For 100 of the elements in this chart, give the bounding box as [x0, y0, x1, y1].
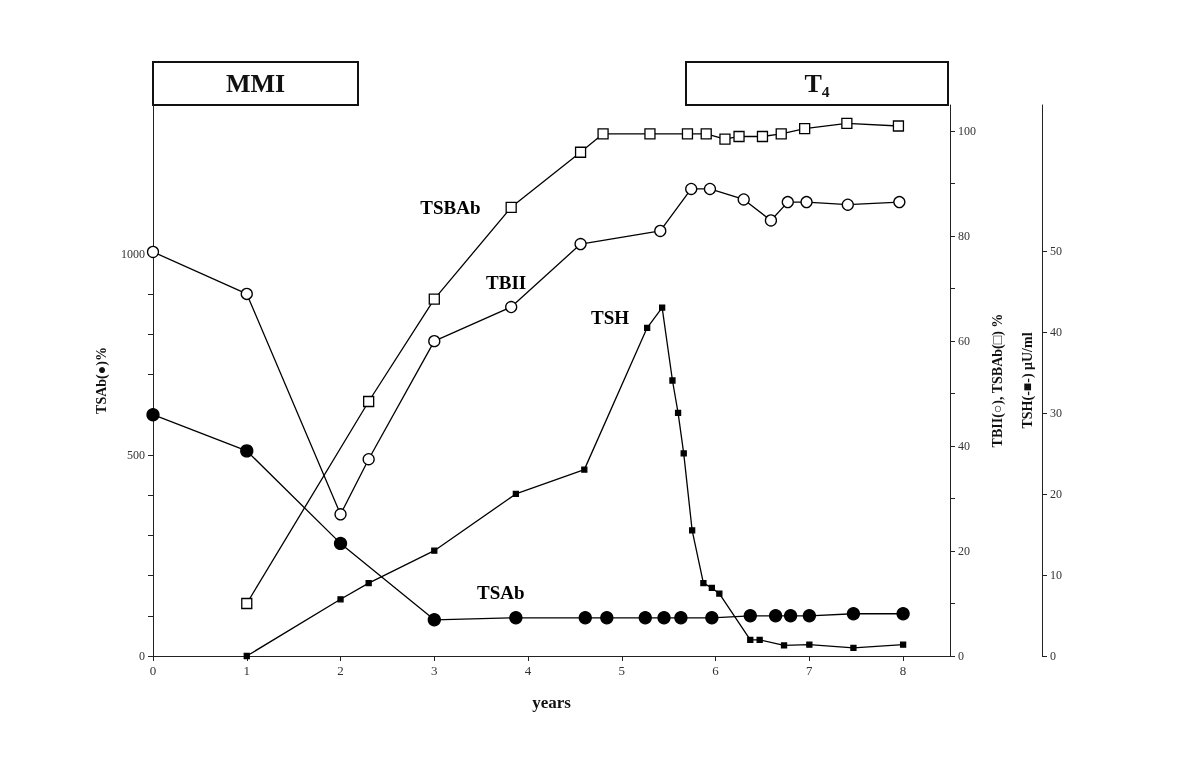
point	[337, 596, 344, 603]
point	[333, 536, 348, 551]
y2-tick-label: 0	[958, 649, 964, 663]
x-tick-label: 7	[806, 663, 814, 678]
point	[574, 146, 587, 158]
point	[764, 214, 778, 227]
y2-tick-label: 40	[958, 439, 970, 454]
y2-tick-label: 60	[958, 334, 970, 349]
point	[756, 130, 769, 143]
point	[638, 611, 652, 625]
point	[362, 453, 375, 466]
x-tick-label: 1	[243, 663, 251, 678]
series-label: TBII	[486, 271, 527, 293]
point	[892, 120, 905, 132]
point	[846, 607, 861, 621]
point	[363, 395, 375, 408]
y2-tick-label: 80	[958, 229, 970, 244]
point	[674, 409, 682, 417]
point	[747, 636, 754, 643]
point	[705, 611, 719, 625]
point	[578, 611, 592, 625]
point	[743, 609, 757, 623]
point	[896, 607, 910, 621]
point	[240, 287, 253, 301]
point	[681, 128, 694, 140]
y3-tick-label: 30	[1050, 405, 1062, 420]
point	[685, 182, 698, 196]
x-tick-label: 6	[712, 663, 720, 678]
point	[781, 195, 794, 209]
point	[700, 128, 712, 140]
point	[505, 300, 518, 314]
point	[780, 642, 788, 649]
y2-tick-label: 20	[958, 544, 970, 559]
series-label: TSH	[590, 307, 630, 329]
y2-tick-label: 100	[958, 124, 976, 139]
point	[775, 128, 787, 140]
x-tick-label: 5	[618, 663, 626, 678]
point	[431, 547, 438, 554]
point	[783, 609, 798, 623]
x-tick-label: 3	[431, 663, 438, 678]
x-tick-label: 4	[524, 663, 532, 678]
point	[241, 597, 253, 610]
point	[841, 117, 853, 130]
point	[716, 590, 723, 597]
point	[427, 613, 441, 627]
point	[654, 224, 667, 238]
point	[658, 304, 666, 311]
point	[768, 609, 783, 623]
point	[644, 128, 656, 140]
point	[428, 335, 441, 348]
y3-tick-label: 20	[1050, 486, 1062, 501]
point	[240, 444, 254, 458]
y3-axis-title: TSH(-■-) μU/ml	[1019, 332, 1036, 429]
point	[719, 133, 731, 145]
point	[509, 611, 523, 625]
point	[428, 293, 440, 305]
point	[799, 122, 811, 135]
y3-tick-label: 40	[1050, 324, 1062, 339]
point	[674, 611, 688, 625]
y-tick-label: 1000	[121, 246, 145, 261]
y3-tick-label: 10	[1050, 567, 1062, 582]
point	[643, 324, 651, 331]
point	[733, 130, 745, 143]
point	[806, 641, 813, 648]
point	[597, 128, 609, 140]
point	[669, 377, 676, 384]
point	[600, 611, 614, 625]
series-label: TSBAb	[420, 196, 481, 218]
point	[800, 195, 813, 209]
x-axis-title: years	[532, 693, 572, 712]
y3-tick-label: 50	[1050, 243, 1062, 258]
point	[700, 579, 707, 587]
point	[657, 611, 671, 625]
point	[505, 201, 517, 213]
x-tick-label: 0	[149, 663, 157, 678]
point	[708, 584, 715, 592]
point	[334, 508, 347, 521]
x-tick-label: 2	[337, 663, 344, 678]
point	[365, 579, 372, 587]
point	[756, 636, 763, 643]
point	[703, 182, 717, 196]
y-axis-title: TSAb(●)%	[93, 347, 110, 414]
point	[581, 466, 588, 473]
y2-axis-title: TBII(○), TSBAb(□) %	[989, 313, 1006, 448]
point	[802, 609, 816, 623]
y-tick-label: 500	[127, 447, 145, 462]
point	[893, 195, 906, 209]
point	[899, 641, 907, 648]
text: T₄	[804, 69, 830, 98]
x-tick-label: 8	[899, 663, 907, 678]
point	[850, 644, 857, 652]
text: MMI	[225, 69, 286, 98]
point	[146, 408, 160, 422]
point	[146, 245, 160, 259]
y-tick-label: 0	[139, 649, 145, 663]
point	[737, 193, 750, 206]
point	[841, 198, 854, 211]
series-label: TSAb	[477, 582, 525, 604]
point	[512, 490, 520, 498]
point	[243, 652, 250, 660]
